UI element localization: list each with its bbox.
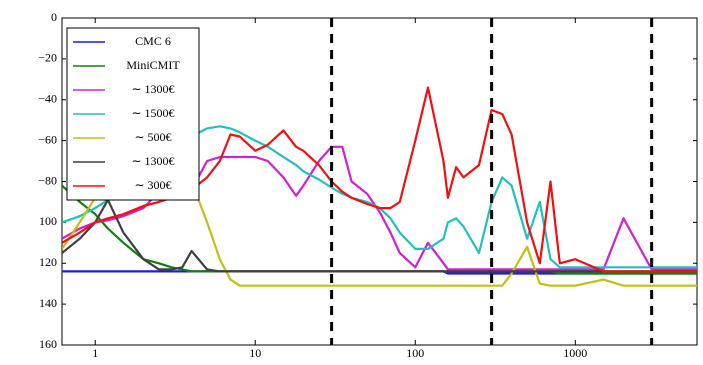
legend-label: ∼ 1500€: [131, 106, 174, 120]
legend-label: ∼ 300€: [134, 178, 171, 192]
x-tick-label: 1000: [563, 346, 587, 360]
legend-label: ∼ 500€: [134, 130, 171, 144]
legend-label: ∼ 1300€: [131, 154, 174, 168]
y-tick-label: 120: [39, 255, 57, 269]
y-tick-label: 0: [51, 10, 57, 24]
y-tick-label: −80: [38, 173, 57, 187]
legend-label: ∼ 1300€: [131, 82, 174, 96]
y-tick-label: −20: [38, 51, 57, 65]
legend-label: MiniCMIT: [126, 58, 180, 72]
y-tick-label: 100: [39, 214, 57, 228]
x-tick-label: 1: [92, 346, 98, 360]
x-tick-label: 10: [249, 346, 261, 360]
y-tick-label: 160: [39, 337, 57, 351]
y-tick-label: 140: [39, 296, 57, 310]
series-line: [62, 198, 697, 273]
y-tick-label: −60: [38, 132, 57, 146]
x-tick-label: 100: [406, 346, 424, 360]
legend-label: CMC 6: [135, 34, 171, 48]
y-tick-label: −40: [38, 92, 57, 106]
